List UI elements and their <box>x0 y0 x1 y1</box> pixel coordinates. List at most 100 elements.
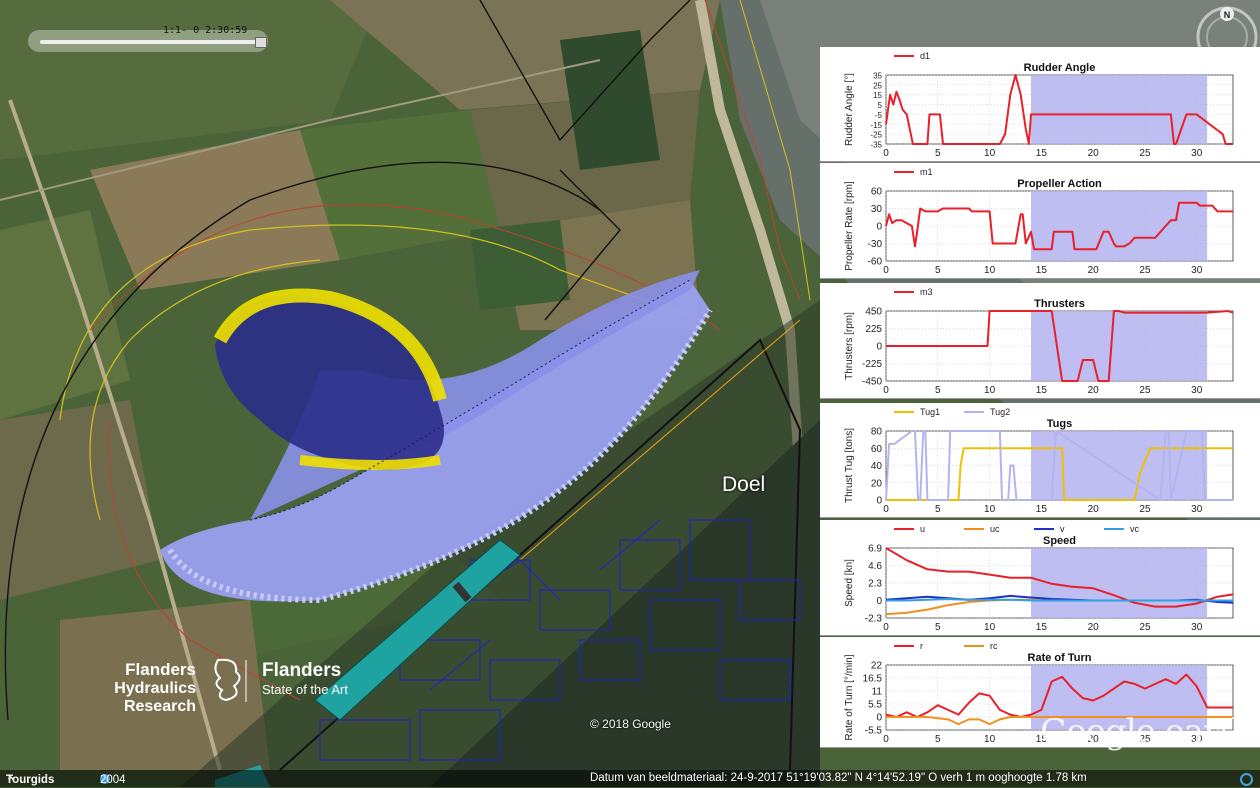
x-tick-label: 20 <box>1088 622 1100 633</box>
fhr-logo-line1: Flanders <box>125 660 196 679</box>
x-tick-label: 5 <box>935 734 941 745</box>
series-line-rc <box>886 716 1233 726</box>
x-tick-label: 20 <box>1088 385 1100 396</box>
lion-logo-icon <box>214 658 247 702</box>
ship-trajectory <box>160 270 713 604</box>
chart-propeller: m1 Propeller Action 0 5 10 15 20 25 30 60 30 0 -30 -6… <box>844 167 1234 276</box>
series-line-r <box>885 673 1233 718</box>
x-tick-label: 0 <box>883 734 889 745</box>
x-tick-label: 25 <box>1139 504 1151 515</box>
x-tick-label: 20 <box>1088 265 1100 276</box>
chart-panel-thrusters: m3 Thrusters 0 5 10 15 20 25 30 450 225 0 -225 -450 Th… <box>820 283 1260 399</box>
x-tick-label: 15 <box>1036 734 1048 745</box>
x-tick-label: 25 <box>1139 385 1151 396</box>
y-tick-label: 0 <box>876 713 882 724</box>
x-tick-label: 10 <box>984 622 996 633</box>
time-label: 1:1- 0 2:30:59 <box>163 25 248 36</box>
x-tick-label: 25 <box>1139 265 1151 276</box>
chart-panel-speed: u uc v vc Speed 0 5 10 15 20 25 30 6.9 4.6 2.3 0 -2.3 Spe… <box>820 520 1260 636</box>
y-tick-label: 16.5 <box>863 674 883 685</box>
legend-label: m1 <box>920 167 933 177</box>
x-tick-label: 30 <box>1191 504 1203 515</box>
x-tick-label: 10 <box>984 734 996 745</box>
chart-title: Rudder Angle <box>1024 62 1096 74</box>
legend-label: u <box>920 524 925 534</box>
highlight-band <box>1031 665 1208 730</box>
x-tick-label: 25 <box>1139 622 1151 633</box>
place-label: Doel <box>722 473 766 496</box>
imagery-year: 2004 <box>100 774 126 786</box>
time-slider[interactable]: 1:1- 0 2:30:59 <box>28 25 268 52</box>
x-tick-label: 5 <box>935 622 941 633</box>
y-tick-label: 5.5 <box>868 700 882 711</box>
y-axis-label: Thrust Tug [tons] <box>844 428 855 503</box>
gov-logo-line1: Flanders <box>262 660 342 681</box>
x-tick-label: 20 <box>1088 734 1100 745</box>
legend-label: d1 <box>920 51 930 61</box>
y-tick-label: 15 <box>873 91 882 100</box>
gov-logo: Flanders State of the Art <box>262 660 382 697</box>
google-earth-watermark: Google earth <box>1040 712 1253 752</box>
y-tick-label: 0 <box>876 596 882 607</box>
x-tick-label: 30 <box>1191 265 1203 276</box>
y-tick-label: 0 <box>876 342 882 353</box>
chart-panel-tugs: Tug1 Tug2 Tugs 0 5 10 15 20 25 30 80 60 40 20 0 Thrust … <box>820 403 1260 518</box>
x-tick-label: 0 <box>883 265 889 276</box>
x-tick-label: 0 <box>883 385 889 396</box>
chart-title: Speed <box>1043 535 1076 547</box>
series-line-Tug2 <box>885 430 1233 501</box>
chart-title: Rate of Turn <box>1028 652 1092 664</box>
time-track[interactable] <box>40 40 262 44</box>
legend-label: r <box>920 641 923 651</box>
legend-label: vc <box>1130 524 1140 534</box>
y-tick-label: 60 <box>871 187 883 198</box>
y-axis-label: Rate of Turn [°/min] <box>844 654 855 740</box>
series-line-m1 <box>885 201 1233 251</box>
y-tick-label: 11 <box>872 687 883 698</box>
y-axis-label: Rudder Angle [°] <box>844 73 855 146</box>
y-tick-label: 6.9 <box>868 544 882 555</box>
y-tick-label: 80 <box>871 427 883 438</box>
fhr-logo: Flanders Hydraulics Research <box>38 660 196 716</box>
x-tick-label: 10 <box>984 504 996 515</box>
y-tick-label: 60 <box>871 444 883 455</box>
x-tick-label: 0 <box>883 148 889 159</box>
y-tick-label: -15 <box>870 121 882 130</box>
chevron-up-icon: ⌃ <box>6 776 16 788</box>
y-tick-label: -35 <box>870 141 882 150</box>
status-info: Datum van beeldmateriaal: 24-9-2017 51°1… <box>590 772 1087 784</box>
y-tick-label: 40 <box>871 461 883 472</box>
series-line-vc <box>886 598 1233 602</box>
legend-label: Tug1 <box>920 407 940 417</box>
y-tick-label: -5 <box>875 111 883 120</box>
x-tick-label: 5 <box>935 385 941 396</box>
x-tick-label: 5 <box>935 148 941 159</box>
legend-label: Tug2 <box>990 407 1010 417</box>
x-tick-label: 15 <box>1036 265 1048 276</box>
x-tick-label: 30 <box>1191 148 1203 159</box>
legend-label: rc <box>990 641 998 651</box>
x-tick-label: 30 <box>1191 385 1203 396</box>
series-line-m3 <box>886 310 1234 382</box>
series-line-d1 <box>885 74 1233 145</box>
x-tick-label: 15 <box>1036 504 1048 515</box>
x-tick-label: 25 <box>1139 148 1151 159</box>
chart-title: Tugs <box>1047 418 1072 430</box>
y-axis-label: Speed [kn] <box>844 559 855 607</box>
series-line-u <box>885 547 1234 608</box>
y-tick-label: 450 <box>865 307 882 318</box>
y-tick-label: 5 <box>878 101 883 110</box>
y-tick-label: -225 <box>862 359 882 370</box>
y-tick-label: 22 <box>871 661 883 672</box>
legend-label: uc <box>990 524 1000 534</box>
status-bar: ⌃ Tourgids 2004 Datum van beeldmateriaal… <box>0 770 1260 788</box>
x-tick-label: 10 <box>984 385 996 396</box>
time-knob[interactable] <box>255 37 267 48</box>
y-tick-label: 2.3 <box>868 579 882 590</box>
x-tick-label: 5 <box>935 265 941 276</box>
y-tick-label: 4.6 <box>868 561 882 572</box>
x-tick-label: 0 <box>883 504 889 515</box>
